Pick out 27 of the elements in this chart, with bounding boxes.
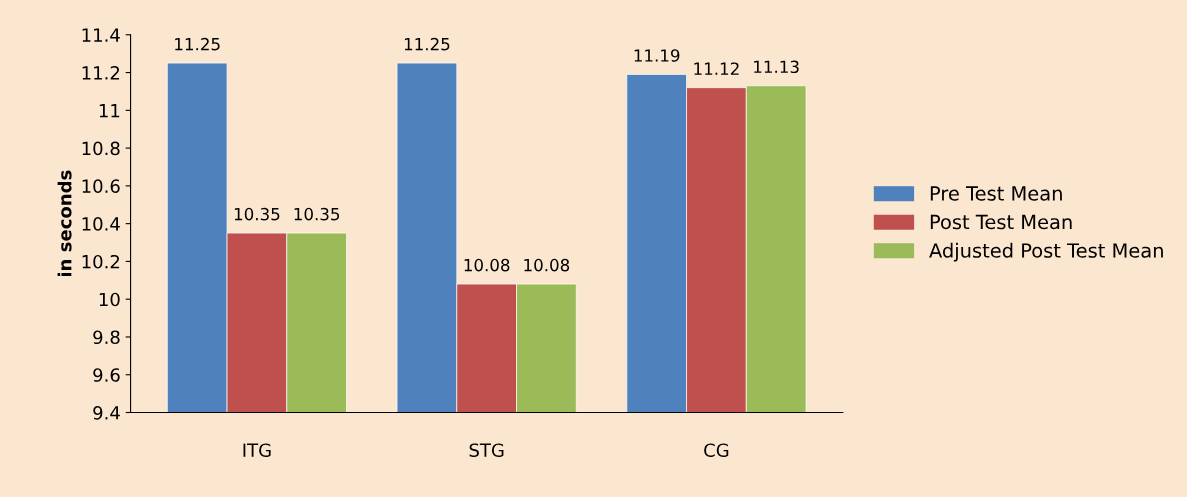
y-tick-label: 10.6	[82, 179, 120, 193]
y-tick-label: 10.4	[82, 217, 120, 231]
data-label: 10.35	[234, 207, 280, 221]
y-tick-label: 10.8	[82, 141, 120, 156]
x-tick-label: ITG	[243, 443, 271, 458]
x-tick-label: STG	[469, 443, 504, 458]
y-tick-label: 10.2	[82, 254, 120, 269]
data-label: 11.25	[175, 37, 220, 51]
y-tick-label: 9.8	[93, 330, 120, 345]
data-label: 11.25	[404, 37, 450, 51]
y-tick-label: 11.2	[82, 66, 120, 80]
legend-label: Adjusted Post Test Mean	[929, 242, 1163, 262]
data-label: 11.13	[754, 60, 799, 74]
legend-label: Post Test Mean	[930, 214, 1072, 230]
data-label: 10.08	[524, 258, 570, 272]
y-tick-label: 10	[99, 292, 120, 307]
data-label: 10.35	[294, 207, 340, 221]
data-label: 11.12	[694, 62, 739, 75]
y-tick-label: 11	[99, 104, 120, 118]
data-label: 10.08	[464, 258, 510, 272]
data-label: 11.19	[634, 49, 680, 62]
y-tick-label: 11.4	[82, 28, 120, 42]
y-tick-label: 9.4	[93, 405, 120, 420]
y-tick-label: 9.6	[93, 368, 120, 382]
legend-label: Pre Test Mean	[930, 186, 1062, 201]
x-tick-label: CG	[704, 443, 729, 458]
y-axis-title: in seconds	[57, 170, 72, 277]
